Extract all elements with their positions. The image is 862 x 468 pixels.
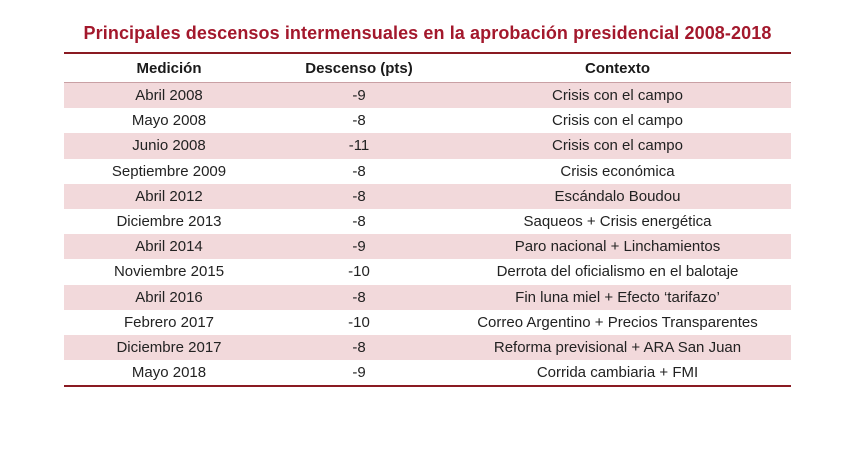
- cell-descenso: -10: [274, 259, 444, 285]
- top-rule: [64, 52, 791, 54]
- cell-descenso: -9: [274, 82, 444, 109]
- cell-medicion: Abril 2016: [64, 284, 274, 310]
- table-row: Abril 2008 -9 Crisis con el campo: [64, 82, 791, 109]
- cell-contexto: Saqueos + Crisis energética: [444, 208, 791, 235]
- header-row: Medición Descenso (pts) Contexto: [64, 54, 791, 83]
- cell-medicion: Febrero 2017: [64, 309, 274, 335]
- cell-contexto: Paro nacional + Linchamientos: [444, 234, 791, 260]
- cell-descenso: -10: [274, 309, 444, 335]
- cell-medicion: Noviembre 2015: [64, 259, 274, 285]
- cell-descenso: -8: [274, 208, 444, 235]
- cell-descenso: -8: [274, 334, 444, 361]
- approval-drops-table: Medición Descenso (pts) Contexto Abril 2…: [64, 54, 791, 386]
- cell-contexto: Escándalo Boudou: [444, 183, 791, 209]
- cell-medicion: Abril 2008: [64, 82, 274, 109]
- cell-descenso: -8: [274, 158, 444, 184]
- table-row: Mayo 2008 -8 Crisis con el campo: [64, 108, 791, 134]
- cell-medicion: Septiembre 2009: [64, 158, 274, 184]
- cell-medicion: Junio 2008: [64, 133, 274, 159]
- table-container: Principales descensos intermensuales en …: [64, 18, 791, 388]
- cell-descenso: -11: [274, 133, 444, 159]
- table-title: Principales descensos intermensuales en …: [83, 23, 772, 43]
- cell-descenso: -8: [274, 108, 444, 134]
- cell-contexto: Crisis con el campo: [444, 108, 791, 134]
- cell-contexto: Crisis con el campo: [444, 133, 791, 159]
- cell-contexto: Fin luna miel + Efecto ‘tarifazo’: [444, 284, 791, 310]
- cell-descenso: -9: [274, 234, 444, 260]
- header-medicion: Medición: [64, 54, 274, 83]
- cell-contexto: Derrota del oficialismo en el balotaje: [444, 259, 791, 285]
- cell-contexto: Reforma previsional + ARA San Juan: [444, 334, 791, 361]
- table-row: Junio 2008 -11 Crisis con el campo: [64, 133, 791, 159]
- cell-medicion: Mayo 2018: [64, 360, 274, 386]
- header-contexto: Contexto: [444, 54, 791, 83]
- cell-medicion: Mayo 2008: [64, 108, 274, 134]
- bottom-rule: [64, 385, 791, 388]
- cell-descenso: -9: [274, 360, 444, 386]
- cell-descenso: -8: [274, 183, 444, 209]
- cell-medicion: Diciembre 2013: [64, 208, 274, 235]
- cell-medicion: Abril 2012: [64, 183, 274, 209]
- cell-medicion: Abril 2014: [64, 234, 274, 260]
- table-row: Diciembre 2017 -8 Reforma previsional + …: [64, 334, 791, 361]
- table-row: Abril 2012 -8 Escándalo Boudou: [64, 183, 791, 209]
- table-row: Septiembre 2009 -8 Crisis económica: [64, 158, 791, 184]
- cell-contexto: Crisis con el campo: [444, 82, 791, 109]
- cell-medicion: Diciembre 2017: [64, 334, 274, 361]
- table-row: Diciembre 2013 -8 Saqueos + Crisis energ…: [64, 208, 791, 235]
- cell-contexto: Crisis económica: [444, 158, 791, 184]
- table-row: Abril 2016 -8 Fin luna miel + Efecto ‘ta…: [64, 284, 791, 310]
- table-row: Abril 2014 -9 Paro nacional + Linchamien…: [64, 234, 791, 260]
- header-descenso: Descenso (pts): [274, 54, 444, 83]
- table-row: Febrero 2017 -10 Correo Argentino + Prec…: [64, 309, 791, 335]
- table-row: Mayo 2018 -9 Corrida cambiaria + FMI: [64, 360, 791, 386]
- cell-contexto: Corrida cambiaria + FMI: [444, 360, 791, 386]
- table-row: Noviembre 2015 -10 Derrota del oficialis…: [64, 259, 791, 285]
- cell-descenso: -8: [274, 284, 444, 310]
- cell-contexto: Correo Argentino + Precios Transparentes: [444, 309, 791, 335]
